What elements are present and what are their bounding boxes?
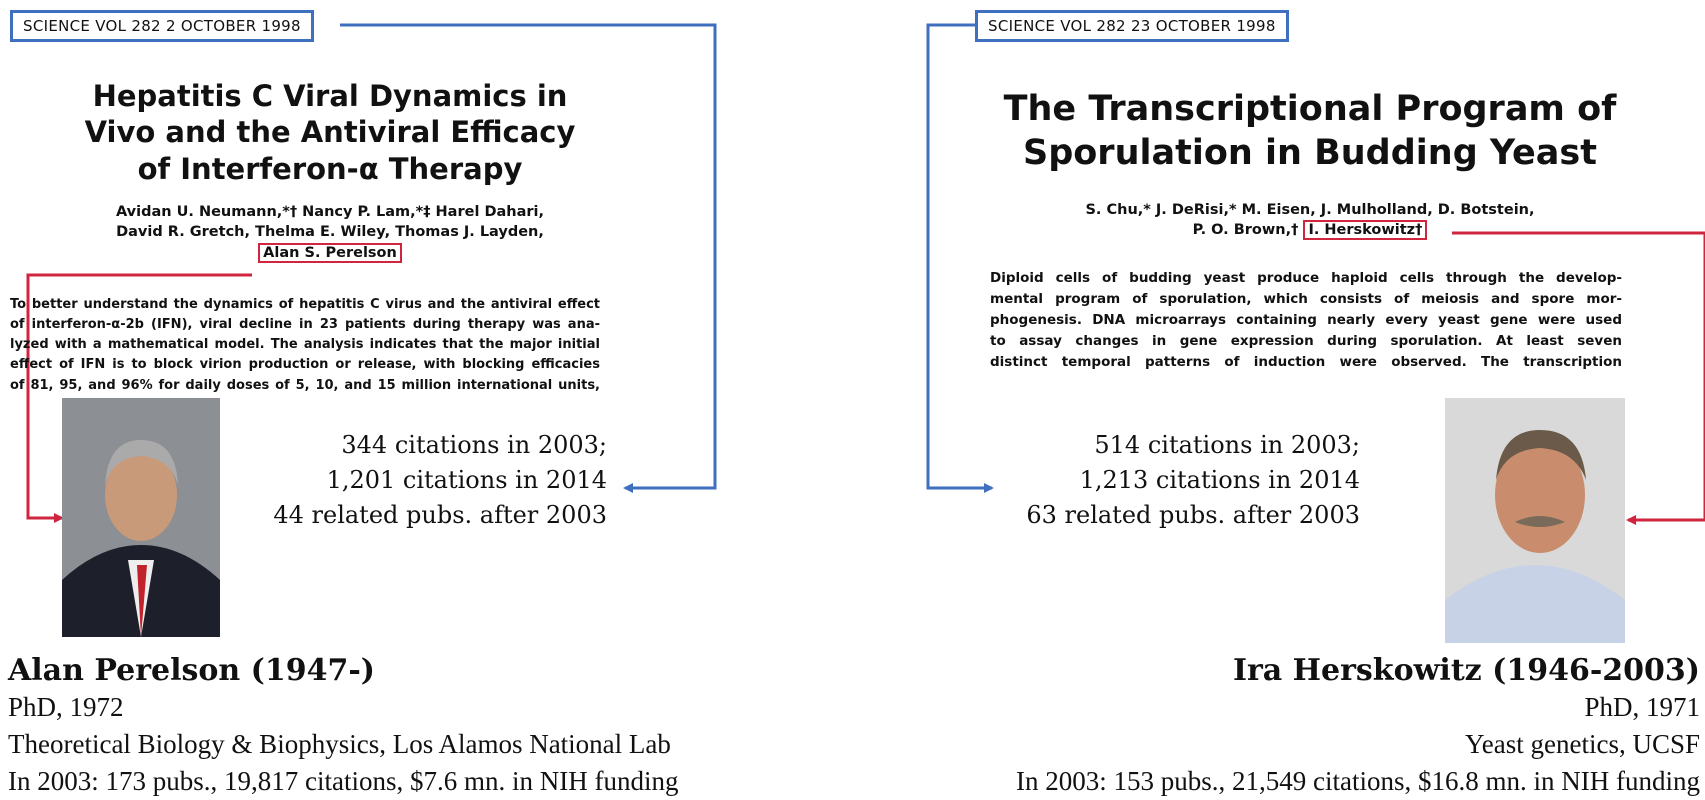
abstract-line: distinct temporal patterns of induction … <box>990 353 1622 370</box>
authors: Avidan U. Neumann,*† Nancy P. Lam,*‡ Har… <box>30 202 630 263</box>
bio-line: In 2003: 153 pubs., 21,549 citations, $1… <box>1016 766 1700 796</box>
bio-line: In 2003: 173 pubs., 19,817 citations, $7… <box>8 766 679 796</box>
citation-line: 1,213 citations in 2014 <box>1079 466 1360 494</box>
photo <box>1445 398 1625 643</box>
abstract-line: mental program of sporulation, which con… <box>990 290 1622 307</box>
title-line: of Interferon-α Therapy <box>137 151 523 186</box>
bio-line: PhD, 1971 <box>1584 692 1700 722</box>
abstract-line: of interferon-α-2b (IFN), viral decline … <box>10 317 600 333</box>
bio-line: PhD, 1972 <box>8 692 124 722</box>
photo <box>62 398 220 637</box>
abstract-line: effect of IFN is to block virion product… <box>10 357 600 373</box>
title-line: Sporulation in Budding Yeast <box>1023 132 1597 173</box>
author-line: David R. Gretch, Thelma E. Wiley, Thomas… <box>116 224 544 241</box>
paper-title: Hepatitis C Viral Dynamics in Vivo and t… <box>30 78 630 187</box>
red-arrow <box>1452 231 1705 525</box>
citation-line: 44 related pubs. after 2003 <box>273 501 607 529</box>
citation-line: 63 related pubs. after 2003 <box>1026 501 1360 529</box>
authors: S. Chu,* J. DeRisi,* M. Eisen, J. Mulhol… <box>990 200 1630 241</box>
author-line: S. Chu,* J. DeRisi,* M. Eisen, J. Mulhol… <box>1085 202 1535 218</box>
author-line: Avidan U. Neumann,*† Nancy P. Lam,*‡ Har… <box>115 204 545 220</box>
citations: 344 citations in 2003; 1,201 citations i… <box>273 428 607 533</box>
abstract-line: to assay changes in gene expression duri… <box>990 332 1622 349</box>
title-line: Hepatitis C Viral Dynamics in <box>92 79 568 113</box>
abstract: To better understand the dynamics of hep… <box>10 295 600 396</box>
blue-arrow <box>340 23 717 493</box>
highlighted-author: I. Herskowitz† <box>1303 220 1428 241</box>
red-arrow <box>26 273 252 523</box>
citation-line: 1,201 citations in 2014 <box>326 466 607 494</box>
abstract-line: of 81, 95, and 96% for daily doses of 5,… <box>10 377 600 393</box>
paper-title: The Transcriptional Program of Sporulati… <box>990 88 1630 176</box>
bio: Alan Perelson (1947-) PhD, 1972 Theoreti… <box>8 652 678 800</box>
abstract-line: phogenesis. DNA microarrays containing n… <box>990 311 1622 328</box>
bio-line: Yeast genetics, UCSF <box>1464 729 1700 759</box>
journal-label: SCIENCE VOL 282 23 OCTOBER 1998 <box>975 10 1289 42</box>
bio: Ira Herskowitz (1946-2003) PhD, 1971 Yea… <box>1016 652 1700 800</box>
abstract-line: To better understand the dynamics of hep… <box>10 297 600 312</box>
citations: 514 citations in 2003; 1,213 citations i… <box>1026 428 1360 533</box>
highlighted-author: Alan S. Perelson <box>258 242 402 263</box>
author-line: P. O. Brown,† <box>1192 222 1299 239</box>
bio-line: Theoretical Biology & Biophysics, Los Al… <box>8 729 671 759</box>
person-name: Alan Perelson (1947-) <box>8 653 375 688</box>
citation-line: 344 citations in 2003; <box>341 431 607 459</box>
journal-label: SCIENCE VOL 282 2 OCTOBER 1998 <box>10 10 314 42</box>
abstract-line: Diploid cells of budding yeast produce h… <box>990 270 1622 286</box>
citation-line: 514 citations in 2003; <box>1094 431 1360 459</box>
person-name: Ira Herskowitz (1946-2003) <box>1232 653 1700 688</box>
blue-arrow <box>926 23 994 493</box>
abstract: Diploid cells of budding yeast produce h… <box>990 268 1622 373</box>
title-line: Vivo and the Antiviral Efficacy <box>84 115 576 150</box>
abstract-line: lyzed with a mathematical model. The ana… <box>10 337 600 353</box>
title-line: The Transcriptional Program of <box>1003 89 1617 129</box>
